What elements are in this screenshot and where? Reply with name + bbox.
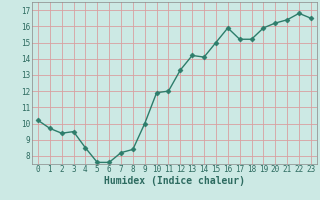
X-axis label: Humidex (Indice chaleur): Humidex (Indice chaleur) (104, 176, 245, 186)
